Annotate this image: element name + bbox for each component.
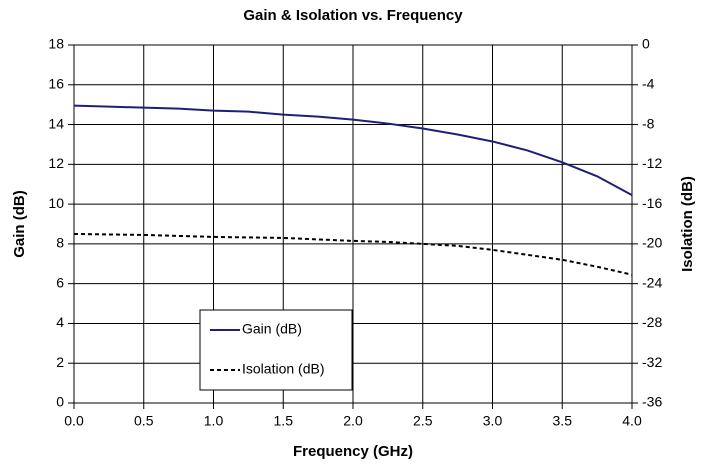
y-tick-label: 18	[48, 36, 64, 52]
legend-label: Gain (dB)	[242, 321, 302, 337]
y2-tick-label: -4	[642, 75, 655, 91]
y-tick-label: 16	[48, 75, 64, 91]
y-axis-label: Gain (dB)	[11, 190, 28, 258]
y-tick-label: 2	[56, 354, 64, 370]
x-tick-label: 2.5	[413, 413, 433, 429]
x-tick-label: 3.5	[553, 413, 573, 429]
series-line	[73, 104, 633, 197]
x-tick-label: 3.0	[483, 413, 503, 429]
x-axis-label: Frequency (GHz)	[293, 443, 413, 460]
y2-tick-label: -8	[642, 115, 655, 131]
y-tick-label: 4	[56, 314, 64, 330]
y-tick-label: 12	[48, 155, 64, 171]
y2-tick-label: -28	[642, 314, 662, 330]
y2-tick-label: -12	[642, 155, 662, 171]
x-tick-label: 2.0	[343, 413, 363, 429]
y-tick-label: 0	[56, 394, 64, 410]
y2-tick-label: -24	[642, 274, 662, 290]
y2-tick-label: -36	[642, 394, 662, 410]
plot-frame	[73, 44, 633, 404]
legend-label: Isolation (dB)	[242, 361, 324, 377]
x-tick-label: 0.5	[134, 413, 154, 429]
y-tick-label: 8	[56, 235, 64, 251]
y2-axis-label: Isolation (dB)	[679, 176, 696, 272]
chart-title: Gain & Isolation vs. Frequency	[243, 7, 463, 24]
series-line	[73, 232, 633, 276]
legend-box	[199, 309, 353, 391]
y2-tick-label: 0	[642, 36, 650, 52]
y-tick-label: 10	[48, 195, 64, 211]
x-tick-label: 4.0	[622, 413, 642, 429]
x-tick-label: 0.0	[64, 413, 84, 429]
y2-tick-label: -16	[642, 195, 662, 211]
x-tick-label: 1.5	[274, 413, 294, 429]
y2-tick-label: -32	[642, 354, 662, 370]
y-tick-label: 6	[56, 274, 64, 290]
y-tick-label: 14	[48, 115, 64, 131]
x-tick-label: 1.0	[204, 413, 224, 429]
y2-tick-label: -20	[642, 235, 662, 251]
